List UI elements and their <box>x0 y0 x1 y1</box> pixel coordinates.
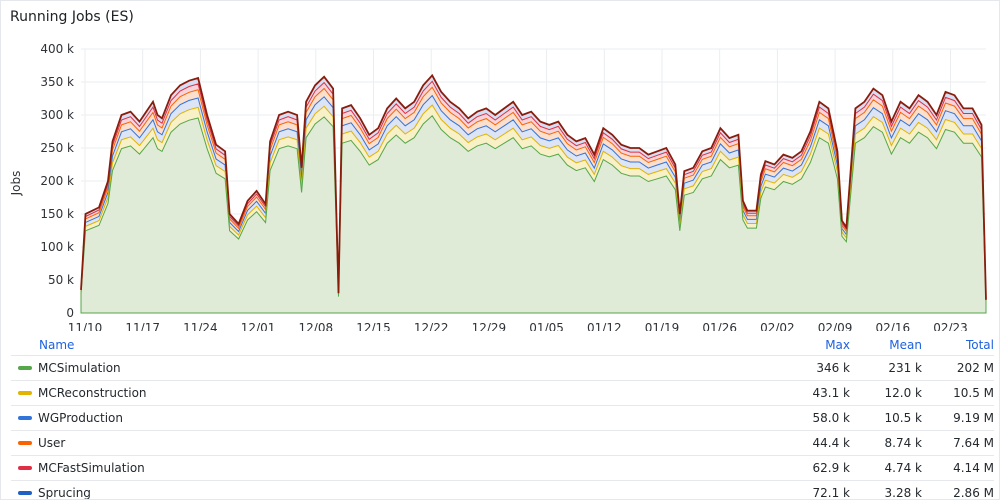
series-color-swatch <box>18 366 32 370</box>
running-jobs-chart: 0 50 k 100 k 150 k 200 k 250 k 300 k 350 k 400 k… <box>9 42 987 331</box>
x-tick-label: 02/02 <box>760 321 795 331</box>
y-tick-label: 0 <box>66 306 74 320</box>
x-tick-label: 12/08 <box>299 321 334 331</box>
series-color-swatch <box>18 441 32 445</box>
series-color-swatch <box>18 491 32 495</box>
x-tick-label: 02/16 <box>876 321 911 331</box>
legend-total: 202 M <box>956 361 994 375</box>
total-line <box>80 73 987 300</box>
legend-table: Name Max Mean Total MCSimulation 346 k 231… <box>11 335 994 500</box>
panel-title[interactable]: Running Jobs (ES) <box>10 9 134 25</box>
legend-mean: 8.74 k <box>884 436 922 450</box>
legend-series-label: WGProduction <box>38 411 124 425</box>
legend-mean: 231 k <box>888 361 922 375</box>
x-tick-label: 12/01 <box>241 321 276 331</box>
legend-mean: 4.74 k <box>884 461 922 475</box>
legend-mean: 12.0 k <box>884 386 922 400</box>
x-tick-label: 01/12 <box>587 321 622 331</box>
legend-series-name[interactable]: User <box>11 436 700 450</box>
area-mcsimulation <box>80 115 987 314</box>
legend-row[interactable]: MCFastSimulation 62.9 k 4.74 k 4.14 M <box>11 455 994 480</box>
x-tick-label: 02/09 <box>818 321 853 331</box>
x-axis-ticks: 11/10 11/17 11/24 12/01 12/08 12/15 12/22 12/29… <box>68 321 968 331</box>
y-tick-label: 100 k <box>40 240 74 254</box>
legend-row[interactable]: MCReconstruction 43.1 k 12.0 k 10.5 M <box>11 380 994 405</box>
legend-series-name[interactable]: Sprucing <box>11 486 700 500</box>
legend-mean: 3.28 k <box>884 486 922 500</box>
legend-max: 44.4 k <box>812 436 850 450</box>
legend-row[interactable]: WGProduction 58.0 k 10.5 k 9.19 M <box>11 405 994 430</box>
y-axis-label: Jobs <box>9 171 23 197</box>
legend-series-name[interactable]: MCReconstruction <box>11 386 700 400</box>
x-tick-label: 01/26 <box>702 321 737 331</box>
legend-total: 9.19 M <box>953 411 994 425</box>
legend-max: 62.9 k <box>812 461 850 475</box>
legend-total: 2.86 M <box>953 486 994 500</box>
y-tick-label: 300 k <box>40 108 74 122</box>
y-tick-label: 150 k <box>40 207 74 221</box>
legend-series-name[interactable]: WGProduction <box>11 411 700 425</box>
x-tick-label: 11/17 <box>125 321 160 331</box>
legend-header-max[interactable]: Max <box>825 338 850 352</box>
x-tick-label: 11/24 <box>183 321 218 331</box>
y-axis-ticks: 0 50 k 100 k 150 k 200 k 250 k 300 k 350 k 400 k <box>40 42 74 320</box>
y-tick-label: 400 k <box>40 42 74 56</box>
legend-series-label: MCSimulation <box>38 361 121 375</box>
legend-mean: 10.5 k <box>884 411 922 425</box>
x-tick-label: 12/29 <box>472 321 507 331</box>
series-color-swatch <box>18 391 32 395</box>
y-tick-label: 250 k <box>40 141 74 155</box>
y-tick-label: 200 k <box>40 174 74 188</box>
legend-header-mean[interactable]: Mean <box>889 338 922 352</box>
legend-series-name[interactable]: MCSimulation <box>11 361 700 375</box>
legend-series-label: MCFastSimulation <box>38 461 145 475</box>
series-areas <box>80 73 987 314</box>
series-color-swatch <box>18 416 32 420</box>
legend-max: 72.1 k <box>812 486 850 500</box>
x-tick-label: 02/23 <box>933 321 968 331</box>
legend-header: Name Max Mean Total <box>11 335 994 355</box>
x-tick-label: 12/15 <box>356 321 391 331</box>
legend-max: 58.0 k <box>812 411 850 425</box>
legend-header-total[interactable]: Total <box>965 338 994 352</box>
x-tick-label: 11/10 <box>68 321 103 331</box>
legend-row[interactable]: Sprucing 72.1 k 3.28 k 2.86 M <box>11 480 994 500</box>
legend-series-label: User <box>38 436 66 450</box>
legend-row[interactable]: User 44.4 k 8.74 k 7.64 M <box>11 430 994 455</box>
y-tick-label: 50 k <box>48 273 74 287</box>
x-tick-label: 01/05 <box>529 321 564 331</box>
series-color-swatch <box>18 466 32 470</box>
legend-series-label: MCReconstruction <box>38 386 147 400</box>
legend-total: 4.14 M <box>953 461 994 475</box>
legend-max: 346 k <box>816 361 850 375</box>
legend-max: 43.1 k <box>812 386 850 400</box>
legend-total: 7.64 M <box>953 436 994 450</box>
legend-header-name[interactable]: Name <box>39 338 75 352</box>
y-tick-label: 350 k <box>40 75 74 89</box>
legend-total: 10.5 M <box>953 386 994 400</box>
legend-row[interactable]: MCSimulation 346 k 231 k 202 M <box>11 355 994 380</box>
x-tick-label: 12/22 <box>414 321 449 331</box>
legend-series-name[interactable]: MCFastSimulation <box>11 461 700 475</box>
legend-series-label: Sprucing <box>38 486 91 500</box>
x-tick-label: 01/19 <box>645 321 680 331</box>
